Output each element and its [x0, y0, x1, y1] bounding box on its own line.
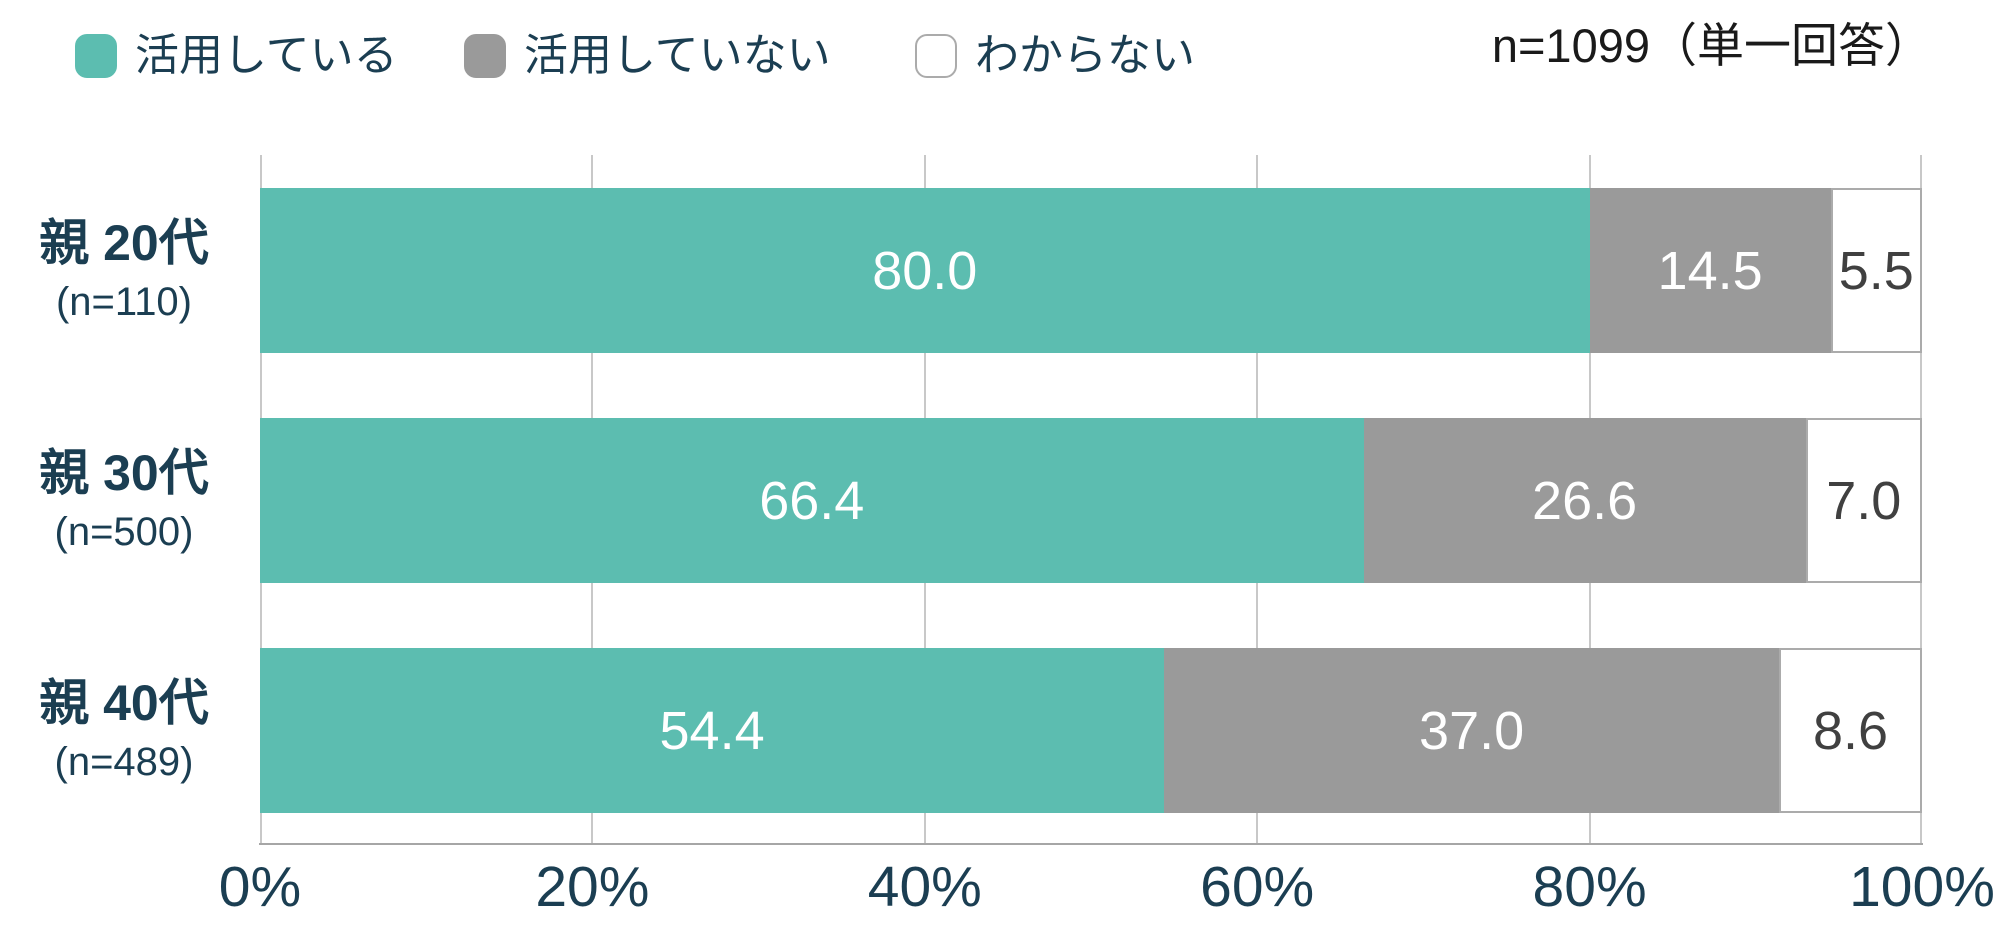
bar-segment-unknown: 5.5 — [1830, 188, 1922, 353]
bar-segment-using: 54.4 — [260, 648, 1165, 813]
legend-item-not-using: 活用していない — [464, 28, 831, 84]
sample-size-note: n=1099（単一回答） — [1491, 19, 1932, 72]
bar-segment-unknown: 7.0 — [1805, 418, 1922, 583]
bar-segment-using: 66.4 — [260, 418, 1364, 583]
value-label: 26.6 — [1532, 470, 1638, 531]
value-label: 80.0 — [872, 240, 978, 301]
category-label: 親 30代 — [39, 445, 209, 501]
legend-swatch-unknown — [915, 34, 957, 78]
legend-item-unknown: わからない — [915, 28, 1195, 84]
legend-label: わからない — [975, 31, 1195, 80]
x-tick-label-100: 100% — [1849, 855, 1995, 919]
value-label: 54.4 — [659, 700, 765, 761]
stacked-bar: 80.0 14.5 5.5 — [260, 188, 1922, 353]
legend-label: 活用していない — [524, 31, 831, 80]
category-sublabel: (n=489) — [54, 740, 194, 784]
category-label: 親 40代 — [39, 675, 209, 731]
value-label: 37.0 — [1419, 700, 1525, 761]
bar-row: 54.4 37.0 8.6 — [260, 615, 1922, 845]
category-label-group: 親 30代 (n=500) — [0, 385, 248, 615]
legend-swatch-using — [75, 34, 117, 78]
value-label: 7.0 — [1826, 470, 1902, 531]
value-label: 5.5 — [1838, 240, 1914, 301]
category-label: 親 20代 — [39, 215, 209, 271]
legend-label: 活用している — [135, 31, 398, 80]
x-tick-label-80: 80% — [1532, 855, 1647, 919]
bar-segment-not-using: 26.6 — [1363, 418, 1806, 583]
x-tick-label-20: 20% — [535, 855, 650, 919]
legend-swatch-not-using — [464, 34, 506, 78]
bar-segment-using: 80.0 — [260, 188, 1590, 353]
category-sublabel: (n=500) — [54, 510, 194, 554]
bar-row: 66.4 26.6 7.0 — [260, 385, 1922, 615]
category-label-group: 親 20代 (n=110) — [0, 155, 248, 385]
x-tick-label-60: 60% — [1200, 855, 1315, 919]
category-label-group: 親 40代 (n=489) — [0, 615, 248, 845]
legend-item-using: 活用している — [75, 28, 398, 84]
value-label: 66.4 — [759, 470, 865, 531]
plot-area: 80.0 14.5 5.5 66.4 26.6 7.0 54.4 37.0 8.… — [219, 155, 1995, 916]
x-tick-label-40: 40% — [867, 855, 982, 919]
bar-segment-not-using: 14.5 — [1589, 188, 1831, 353]
value-label: 8.6 — [1812, 700, 1889, 761]
category-sublabel: (n=110) — [55, 280, 192, 324]
x-axis-line — [259, 843, 1923, 845]
bar-row: 80.0 14.5 5.5 — [260, 155, 1922, 385]
stacked-bar: 54.4 37.0 8.6 — [260, 648, 1922, 813]
stacked-bar: 66.4 26.6 7.0 — [260, 418, 1922, 583]
bar-segment-unknown: 8.6 — [1779, 648, 1922, 813]
bar-segment-not-using: 37.0 — [1164, 648, 1780, 813]
x-tick-label-0: 0% — [218, 855, 302, 919]
value-label: 14.5 — [1657, 240, 1763, 301]
